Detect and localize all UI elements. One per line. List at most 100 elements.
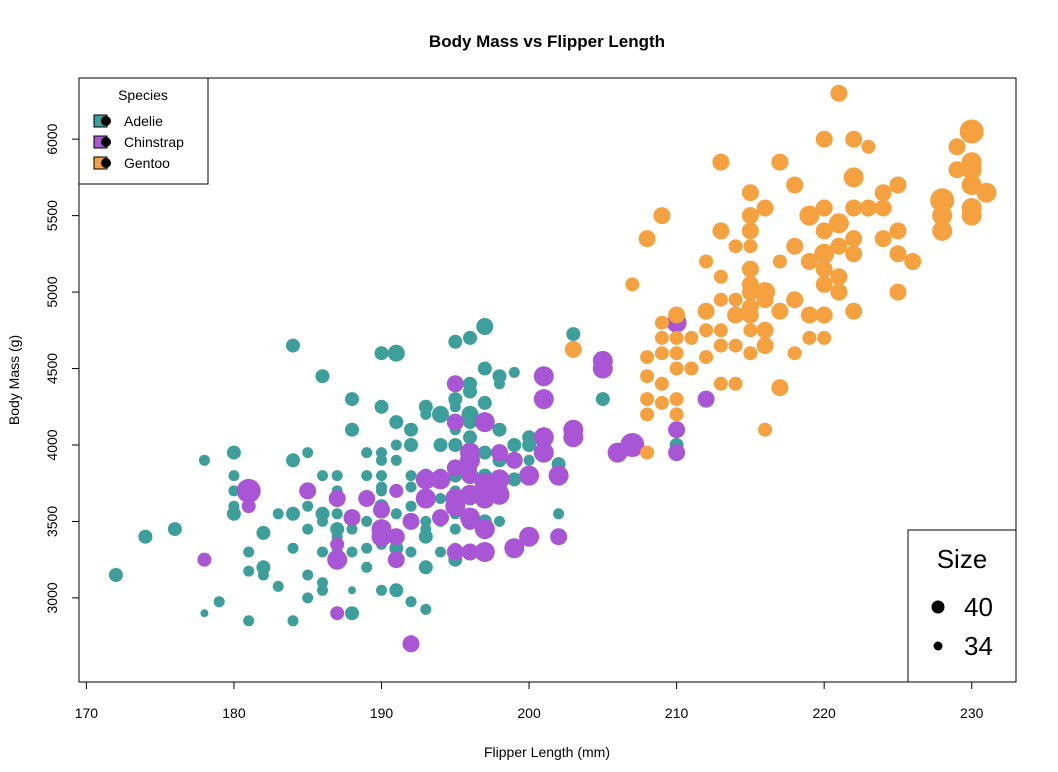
point-gentoo (874, 199, 892, 217)
point-gentoo (961, 205, 982, 226)
point-gentoo (859, 199, 877, 217)
point-gentoo (815, 260, 833, 278)
point-gentoo (728, 376, 743, 391)
point-gentoo (830, 84, 848, 102)
point-adelie (389, 541, 404, 556)
y-tick-label: 5500 (44, 200, 60, 231)
point-chinstrap (241, 499, 256, 514)
point-adelie (405, 481, 417, 493)
point-adelie (286, 338, 300, 353)
point-gentoo (713, 292, 728, 307)
x-tick-label: 210 (665, 705, 689, 721)
point-chinstrap (504, 538, 525, 559)
point-adelie (317, 577, 328, 589)
point-gentoo (802, 330, 817, 345)
point-chinstrap (491, 444, 508, 462)
point-adelie (228, 470, 240, 482)
point-adelie (420, 408, 432, 420)
point-gentoo (861, 139, 876, 154)
point-adelie (361, 447, 373, 459)
chart-title: Body Mass vs Flipper Length (429, 32, 665, 51)
point-chinstrap (402, 635, 420, 653)
point-adelie (449, 523, 461, 535)
point-gentoo (889, 222, 907, 240)
point-chinstrap (548, 465, 569, 486)
point-adelie (390, 454, 402, 466)
point-adelie (108, 568, 123, 582)
point-chinstrap (446, 543, 464, 561)
point-gentoo (654, 395, 669, 410)
point-adelie (523, 454, 535, 466)
point-adelie (272, 580, 284, 592)
point-adelie (404, 422, 418, 437)
point-adelie (595, 392, 610, 407)
point-gentoo (728, 338, 743, 353)
point-adelie (432, 405, 449, 423)
point-adelie (405, 596, 417, 608)
point-chinstrap (460, 450, 480, 471)
point-adelie (200, 609, 209, 618)
point-adelie (418, 529, 433, 544)
point-adelie (198, 454, 210, 466)
point-adelie (494, 515, 505, 527)
point-adelie (302, 523, 314, 535)
y-tick-label: 4000 (44, 429, 60, 460)
point-adelie (477, 361, 492, 376)
legend-entry-gentoo: Gentoo (93, 155, 170, 171)
point-gentoo (728, 239, 743, 254)
point-gentoo (786, 176, 804, 194)
legend-marker-adelie (101, 116, 111, 126)
size-legend-entry: 40 (931, 592, 993, 622)
legend-entry-adelie: Adelie (93, 113, 163, 129)
point-gentoo (638, 230, 656, 248)
point-gentoo (684, 361, 699, 376)
point-gentoo (640, 392, 655, 407)
point-chinstrap (389, 483, 404, 498)
point-adelie (404, 438, 418, 452)
size-legend-title: Size (937, 544, 988, 574)
point-chinstrap (474, 542, 495, 562)
point-gentoo (815, 306, 833, 324)
point-gentoo (741, 222, 759, 240)
point-adelie (331, 470, 343, 482)
point-gentoo (830, 283, 848, 301)
point-chinstrap (330, 606, 345, 621)
point-adelie (317, 470, 328, 482)
point-adelie (346, 546, 358, 558)
point-chinstrap (620, 433, 645, 457)
point-chinstrap (474, 519, 495, 540)
point-gentoo (959, 119, 984, 144)
point-chinstrap (461, 543, 479, 561)
point-adelie (315, 369, 330, 384)
point-adelie (256, 525, 271, 540)
point-adelie (448, 438, 463, 452)
point-gentoo (948, 138, 966, 156)
point-gentoo (713, 338, 728, 353)
point-gentoo (845, 245, 863, 263)
point-gentoo (889, 245, 907, 263)
point-adelie (376, 447, 387, 459)
point-adelie (286, 506, 300, 521)
point-adelie (463, 430, 477, 445)
point-gentoo (713, 323, 728, 338)
point-adelie (376, 470, 387, 482)
point-adelie (507, 472, 522, 487)
point-chinstrap (371, 526, 392, 547)
x-tick-label: 170 (75, 705, 99, 721)
points-layer (108, 84, 997, 653)
y-tick-label: 3000 (44, 582, 60, 613)
point-chinstrap (432, 509, 449, 527)
point-gentoo (815, 130, 833, 148)
point-gentoo (845, 302, 863, 320)
point-adelie (243, 546, 255, 558)
point-adelie (213, 596, 225, 608)
point-adelie (376, 485, 387, 497)
point-chinstrap (533, 389, 554, 410)
point-gentoo (741, 283, 759, 301)
point-gentoo (815, 222, 833, 240)
point-chinstrap (299, 482, 317, 500)
x-tick-label: 230 (960, 705, 984, 721)
x-tick-label: 200 (517, 705, 541, 721)
point-gentoo (741, 207, 759, 225)
y-axis: 3000 3500 4000 4500 5000 5500 6000 (44, 123, 80, 613)
